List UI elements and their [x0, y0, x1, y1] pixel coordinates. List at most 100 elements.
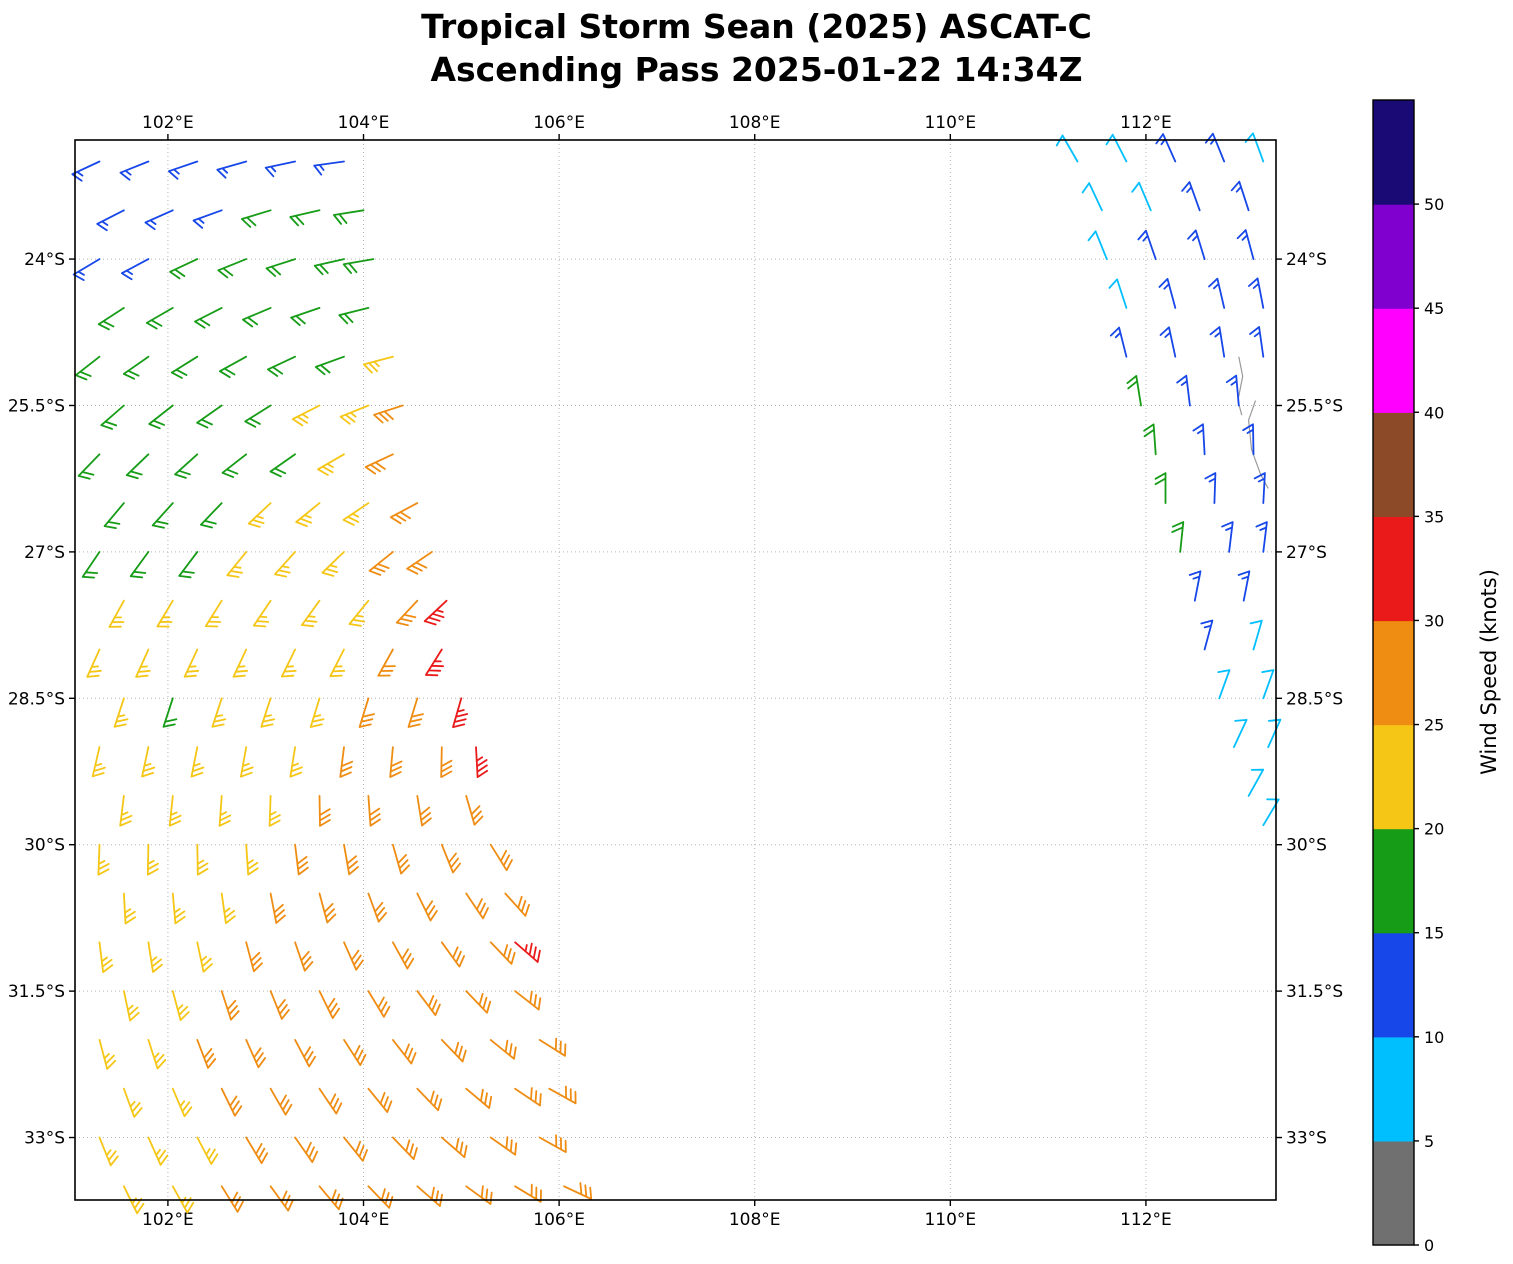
wind-barb	[72, 258, 101, 281]
wind-barb	[97, 843, 110, 876]
wind-barb	[440, 843, 461, 874]
wind-barb	[416, 892, 438, 922]
wind-barb	[367, 990, 391, 1018]
wind-barb	[123, 892, 136, 925]
wind-barb	[295, 502, 321, 527]
lat-tick-label-right: 25.5°S	[1286, 396, 1343, 416]
wind-barb	[1236, 229, 1255, 260]
wind-barb	[171, 1087, 193, 1118]
wind-barb	[314, 355, 345, 376]
figure-title-line1: Tropical Storm Sean (2025) ASCAT-C	[421, 7, 1092, 46]
coastline	[1237, 356, 1244, 416]
colorbar-tick-label: 45	[1424, 299, 1444, 318]
wind-barb	[1221, 521, 1234, 553]
wind-barb	[241, 209, 272, 228]
wind-barb	[1181, 181, 1201, 212]
wind-barb	[242, 307, 272, 328]
wind-barb	[1187, 229, 1206, 260]
colorbar-tick-label: 15	[1424, 924, 1444, 943]
lat-tick-label-left: 24°S	[24, 250, 65, 270]
wind-barb	[465, 892, 489, 920]
wind-barb	[317, 453, 345, 476]
colorbar-band	[1373, 204, 1414, 309]
wind-barb	[190, 746, 205, 778]
wind-barb	[196, 404, 223, 429]
colorbar-band	[1373, 1140, 1414, 1246]
wind-barb	[289, 209, 321, 227]
wind-barb	[465, 1087, 493, 1109]
colorbar-tick-label: 40	[1424, 403, 1444, 422]
wind-barb	[290, 307, 321, 327]
wind-barb	[145, 307, 174, 330]
colorbar-tick-label: 25	[1424, 716, 1444, 735]
lon-tick-label-top: 106°E	[533, 113, 585, 133]
wind-barb	[245, 843, 259, 876]
wind-barb	[1217, 669, 1231, 700]
wind-barb	[538, 1037, 567, 1057]
wind-barb	[338, 307, 370, 325]
lon-tick-label-top: 108°E	[729, 113, 781, 133]
wind-barb	[489, 1039, 517, 1060]
wind-barb	[125, 453, 150, 480]
wind-barb	[333, 209, 365, 225]
lon-tick-label-bottom: 108°E	[729, 1210, 781, 1230]
wind-barb	[108, 599, 125, 628]
wind-barb	[318, 795, 331, 827]
wind-barb	[1137, 229, 1157, 260]
wind-barb	[218, 795, 232, 827]
wind-barb	[1087, 230, 1108, 260]
wind-barb	[1154, 472, 1167, 504]
wind-barb	[318, 1087, 343, 1115]
colorbar-tick-label: 50	[1424, 195, 1444, 214]
wind-barb	[407, 697, 424, 728]
wind-barb	[260, 697, 276, 728]
wind-barb	[1155, 133, 1177, 163]
wind-barb	[1233, 719, 1248, 748]
wind-barb	[392, 1039, 417, 1065]
wind-barb	[269, 1087, 293, 1116]
wind-barb	[367, 1087, 393, 1113]
wind-barb	[267, 355, 296, 377]
wind-barb	[504, 892, 530, 917]
wind-barb	[416, 1087, 443, 1112]
wind-barb	[1204, 132, 1226, 163]
colorbar-tick-label: 0	[1424, 1236, 1434, 1255]
wind-barb	[123, 1087, 143, 1118]
lat-tick-label-left: 33°S	[24, 1129, 65, 1149]
wind-barb	[77, 453, 101, 480]
wind-barb	[220, 990, 240, 1021]
wind-barb	[367, 795, 381, 827]
wind-barb	[123, 990, 140, 1022]
wind-barb	[144, 209, 174, 231]
wind-barb	[342, 502, 370, 526]
wind-barb	[1208, 277, 1226, 309]
wind-barb	[389, 746, 403, 778]
wind-barb	[1108, 278, 1128, 309]
lon-tick-label-bottom: 112°E	[1120, 1210, 1172, 1230]
wind-barb	[211, 697, 227, 728]
wind-barb	[221, 453, 248, 478]
wind-barb	[1131, 181, 1152, 212]
wind-barb	[452, 697, 469, 728]
wind-barb	[269, 1185, 294, 1212]
wind-barb	[1209, 326, 1226, 358]
wind-barb	[171, 990, 190, 1021]
wind-barb	[147, 1039, 167, 1070]
wind-barb	[220, 892, 236, 925]
wind-barb	[1237, 570, 1251, 602]
lon-tick-label-bottom: 106°E	[533, 1210, 585, 1230]
wind-barb	[119, 160, 150, 181]
wind-barb	[514, 1087, 542, 1107]
wind-barb	[141, 746, 156, 778]
wind-barb	[96, 209, 125, 232]
colorbar-band	[1373, 308, 1414, 413]
wind-barb	[170, 355, 199, 379]
wind-barb	[329, 648, 346, 678]
wind-barb	[192, 209, 223, 229]
wind-barb	[563, 1182, 593, 1200]
wind-barb	[151, 502, 174, 529]
lon-tick-label-bottom: 104°E	[338, 1210, 390, 1230]
wind-barb	[514, 941, 541, 963]
wind-barb	[98, 1039, 117, 1070]
